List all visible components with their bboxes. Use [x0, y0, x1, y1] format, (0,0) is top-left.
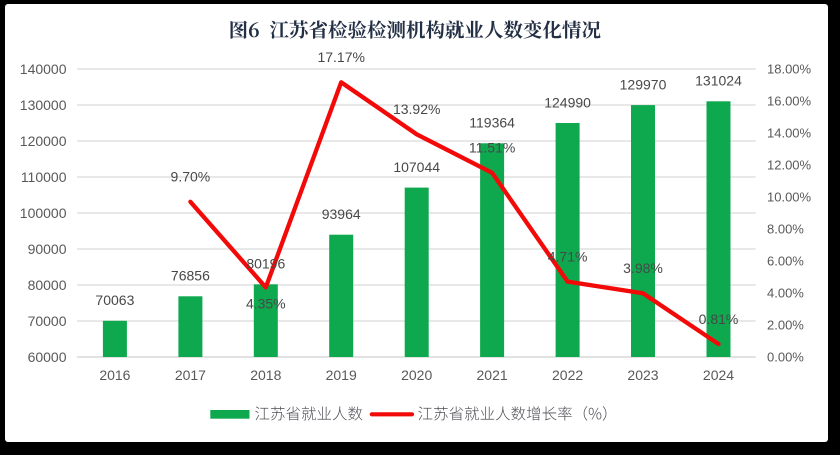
svg-text:3.98%: 3.98% — [623, 260, 663, 276]
svg-text:12.00%: 12.00% — [767, 158, 812, 173]
svg-text:16.00%: 16.00% — [767, 94, 812, 109]
svg-text:110000: 110000 — [21, 169, 67, 185]
svg-text:13.92%: 13.92% — [393, 101, 440, 117]
svg-text:107044: 107044 — [393, 159, 440, 175]
svg-text:0.00%: 0.00% — [767, 350, 804, 365]
svg-text:2.00%: 2.00% — [767, 318, 804, 333]
svg-text:18.00%: 18.00% — [767, 62, 812, 77]
svg-text:11.51%: 11.51% — [469, 140, 515, 156]
svg-text:131024: 131024 — [695, 73, 742, 89]
svg-text:10.00%: 10.00% — [767, 190, 812, 205]
svg-text:2019: 2019 — [326, 367, 357, 383]
svg-text:70000: 70000 — [28, 313, 67, 329]
svg-text:2024: 2024 — [703, 367, 734, 383]
svg-text:2017: 2017 — [175, 367, 206, 383]
svg-text:14.00%: 14.00% — [767, 126, 812, 141]
svg-text:130000: 130000 — [20, 97, 67, 113]
svg-text:70063: 70063 — [95, 292, 134, 308]
svg-text:90000: 90000 — [28, 241, 67, 257]
svg-text:4.35%: 4.35% — [246, 295, 286, 311]
svg-text:4.71%: 4.71% — [548, 249, 588, 265]
svg-text:0.81%: 0.81% — [699, 311, 739, 327]
svg-text:100000: 100000 — [20, 205, 67, 221]
svg-text:80196: 80196 — [246, 256, 285, 272]
svg-text:9.70%: 9.70% — [171, 169, 211, 185]
svg-text:2021: 2021 — [477, 367, 508, 383]
svg-text:119364: 119364 — [469, 115, 515, 131]
svg-text:129970: 129970 — [620, 77, 667, 93]
svg-text:140000: 140000 — [20, 61, 67, 77]
svg-text:4.00%: 4.00% — [767, 286, 804, 301]
svg-text:8.00%: 8.00% — [767, 222, 804, 237]
svg-text:2022: 2022 — [552, 367, 583, 383]
svg-text:76856: 76856 — [171, 268, 210, 284]
svg-text:93964: 93964 — [322, 206, 361, 222]
svg-text:2023: 2023 — [627, 367, 658, 383]
svg-text:6.00%: 6.00% — [767, 254, 804, 269]
svg-text:2018: 2018 — [250, 367, 281, 383]
svg-text:80000: 80000 — [28, 277, 67, 293]
svg-text:2016: 2016 — [99, 367, 130, 383]
svg-text:60000: 60000 — [28, 349, 67, 365]
svg-text:17.17%: 17.17% — [317, 49, 364, 65]
svg-text:124990: 124990 — [544, 94, 591, 110]
svg-text:120000: 120000 — [20, 133, 67, 149]
svg-text:2020: 2020 — [401, 367, 432, 383]
